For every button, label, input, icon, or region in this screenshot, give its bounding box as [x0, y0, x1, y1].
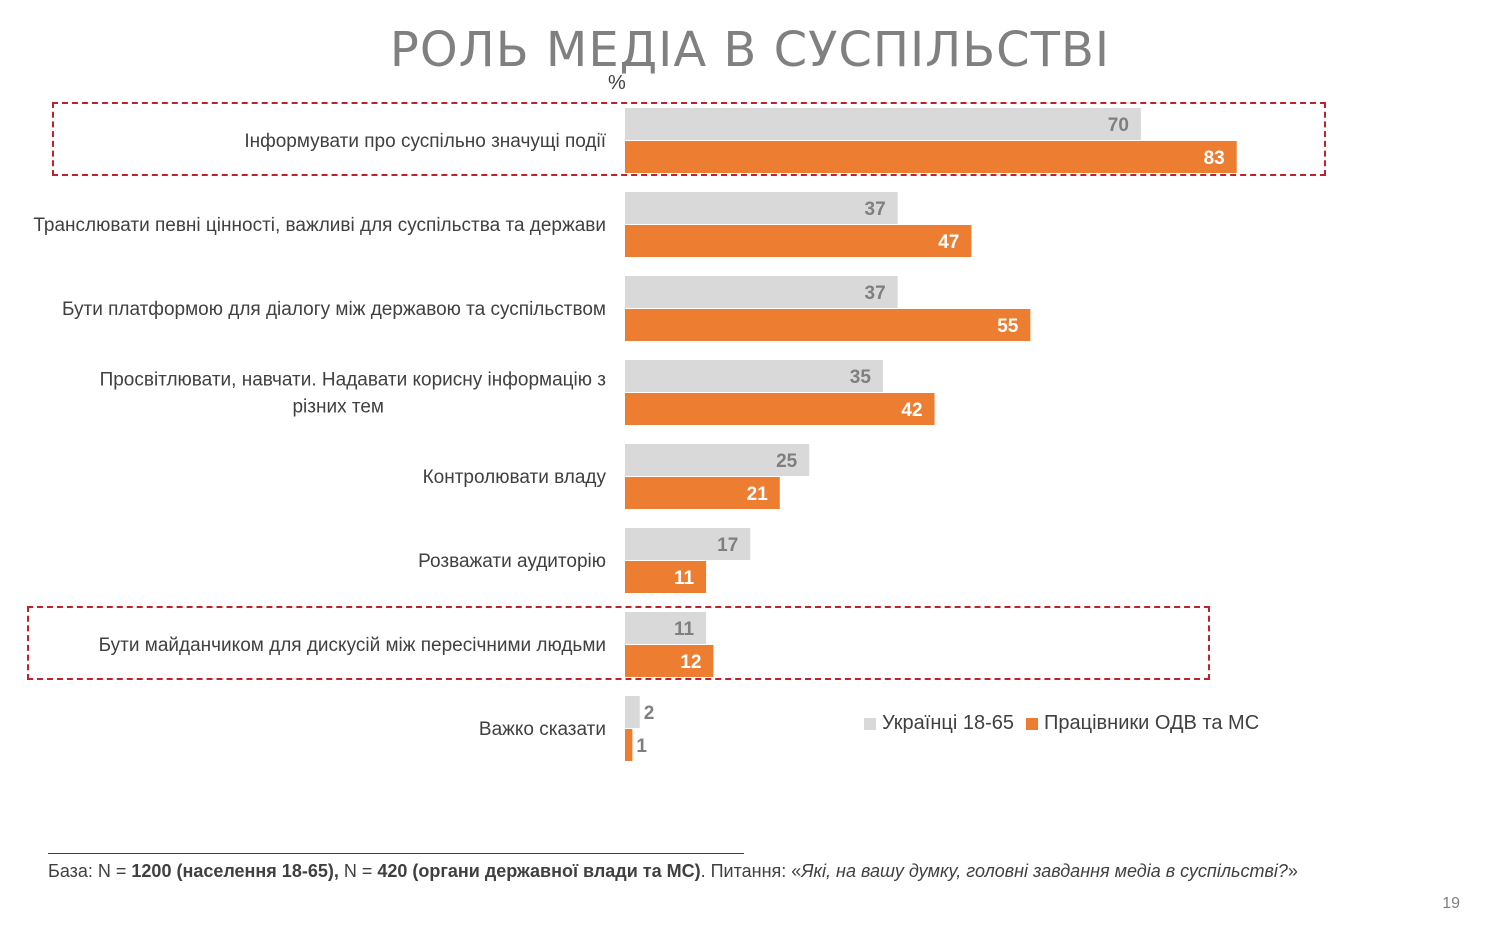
category-label-4: Контролювати владу: [423, 467, 607, 488]
footnote-question-suffix: »: [1287, 861, 1298, 881]
highlight-box-0: [52, 102, 1326, 176]
category-label-7-line-0: Важко сказати: [479, 719, 606, 740]
value-label-series-1-cat-3: 42: [901, 400, 922, 421]
value-label-series-0-cat-6: 11: [674, 619, 695, 640]
value-label-series-0-cat-2: 37: [865, 283, 886, 304]
chart-legend: Українці 18-65 Працівники ОДВ та МС: [864, 712, 1271, 735]
legend-item-series-1: Працівники ОДВ та МС: [1026, 712, 1259, 735]
bar-series-1-cat-3: [625, 393, 935, 425]
bar-chart: Інформувати про суспільно значущі події 7…: [33, 108, 1237, 761]
legend-item-series-0: Українці 18-65: [864, 712, 1014, 735]
bar-series-1-cat-1: [625, 225, 972, 257]
legend-label-series-1: Працівники ОДВ та МС: [1044, 712, 1260, 734]
footnote-divider: [48, 853, 744, 854]
value-label-series-0-cat-4: 25: [776, 451, 798, 472]
category-label-7: Важко сказати: [479, 719, 606, 740]
bar-series-0-cat-2: [625, 276, 898, 308]
value-label-series-0-cat-3: 35: [850, 367, 872, 388]
category-label-3-line-0: Просвітлювати, навчати. Надавати корисну…: [100, 370, 606, 391]
value-label-series-0-cat-5: 17: [717, 535, 738, 556]
unit-label: %: [608, 72, 626, 94]
category-label-6: Бути майданчиком для дискусій між пересі…: [99, 635, 606, 656]
value-label-series-0-cat-1: 37: [865, 199, 886, 220]
bar-series-0-cat-1: [625, 192, 898, 224]
bar-series-0-cat-5: [625, 528, 751, 560]
bar-series-0-cat-7: [625, 696, 640, 728]
footnote-base-prefix: База: N =: [48, 861, 132, 881]
footnote-base-population: 1200 (населення 18-65),: [131, 861, 339, 881]
value-label-series-0-cat-7: 2: [644, 703, 655, 724]
bar-series-1-cat-6: [625, 645, 714, 677]
legend-swatch-series-0: [864, 717, 876, 730]
category-label-3-line-1: різних тем: [292, 397, 384, 418]
page-number: 19: [1442, 895, 1460, 912]
category-label-2-line-0: Бути платформою для діалогу між державою…: [62, 299, 606, 320]
category-label-5-line-0: Розважати аудиторію: [418, 551, 606, 572]
bar-series-1-cat-5: [625, 561, 707, 593]
bar-series-0-cat-6: [625, 612, 707, 644]
bar-series-1-cat-7: [625, 729, 633, 761]
value-label-series-1-cat-1: 47: [938, 232, 959, 253]
category-label-0-line-0: Інформувати про суспільно значущі події: [244, 131, 606, 152]
footnote-question-prefix: . Питання: «: [700, 861, 802, 881]
category-label-6-line-0: Бути майданчиком для дискусій між пересі…: [99, 635, 606, 656]
footnote-question: Які, на вашу думку, головні завдання мед…: [801, 861, 1288, 881]
category-label-2: Бути платформою для діалогу між державою…: [62, 299, 606, 320]
footnote-base-mid: N =: [338, 861, 378, 881]
value-label-series-1-cat-7: 1: [636, 736, 647, 757]
value-label-series-1-cat-4: 21: [747, 484, 769, 505]
bar-series-0-cat-4: [625, 444, 810, 476]
value-label-series-0-cat-0: 70: [1108, 115, 1129, 136]
page-title: РОЛЬ МЕДІА В СУСПІЛЬСТВІ: [389, 22, 1111, 78]
value-label-series-1-cat-0: 83: [1204, 148, 1225, 169]
bar-series-0-cat-3: [625, 360, 883, 392]
category-label-1-line-0: Транслювати певні цінності, важливі для …: [33, 215, 606, 236]
category-label-4-line-0: Контролювати владу: [423, 467, 607, 488]
bar-series-1-cat-4: [625, 477, 780, 509]
value-label-series-1-cat-6: 12: [680, 652, 701, 673]
bar-series-1-cat-0: [625, 141, 1237, 173]
highlight-box-6: [27, 606, 1210, 680]
category-label-1: Транслювати певні цінності, важливі для …: [33, 215, 606, 236]
legend-swatch-series-1: [1026, 717, 1039, 730]
footnote: База: N = 1200 (населення 18-65), N = 42…: [48, 862, 1308, 881]
footnote-base-organizations: 420 (органи державної влади та МС): [377, 861, 701, 881]
legend-label-series-0: Українці 18-65: [882, 712, 1015, 734]
bar-series-0-cat-0: [625, 108, 1141, 140]
value-label-series-1-cat-2: 55: [997, 316, 1019, 337]
category-label-5: Розважати аудиторію: [418, 551, 606, 572]
category-label-3: Просвітлювати, навчати. Надавати корисну…: [100, 370, 606, 418]
value-label-series-1-cat-5: 11: [674, 568, 695, 589]
bar-series-1-cat-2: [625, 309, 1031, 341]
category-label-0: Інформувати про суспільно значущі події: [244, 131, 606, 152]
